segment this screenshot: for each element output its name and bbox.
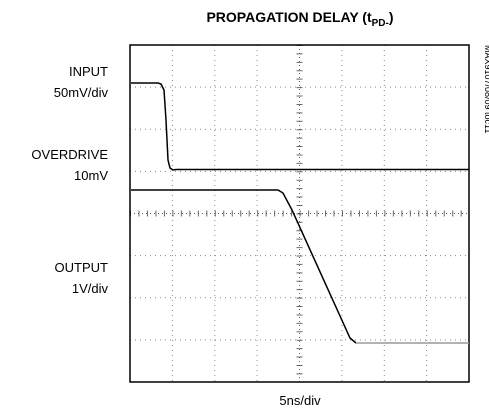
figure-id: MAX9107/08/09 toc11 xyxy=(483,45,489,133)
overdrive-value: 10mV xyxy=(74,168,108,183)
scope-frame xyxy=(129,44,470,383)
overdrive-label: OVERDRIVE xyxy=(31,147,108,162)
output-scale: 1V/div xyxy=(72,281,109,296)
title: PROPAGATION DELAY (tPD-) xyxy=(206,9,393,29)
grid xyxy=(130,45,469,382)
title-main: PROPAGATION DELAY (t xyxy=(206,9,372,25)
output-trace xyxy=(131,189,357,344)
input-label: INPUT xyxy=(69,64,108,79)
title-close: ) xyxy=(389,9,394,25)
output-label: OUTPUT xyxy=(55,260,109,275)
input-trace xyxy=(131,82,469,171)
title-subscript: PD- xyxy=(372,18,389,29)
time-scale: 5ns/div xyxy=(279,393,321,408)
input-scale: 50mV/div xyxy=(54,85,109,100)
